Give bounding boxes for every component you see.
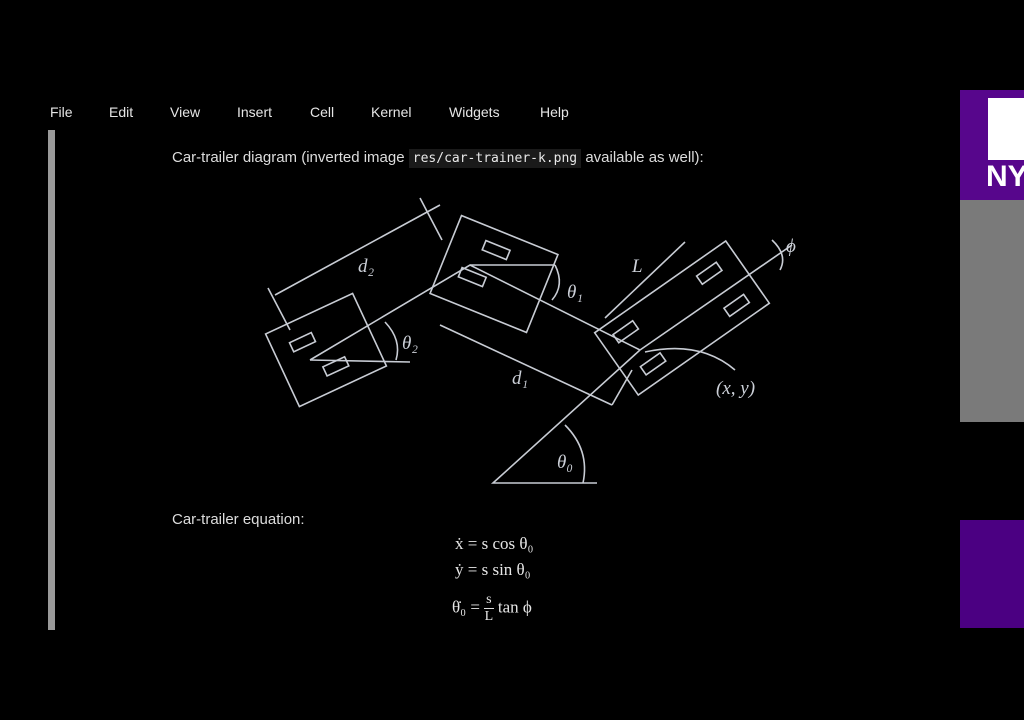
menu-item[interactable]: Widgets <box>449 104 500 120</box>
equation: ẏ = s sin θ₀ <box>455 560 531 579</box>
menu-item[interactable]: Kernel <box>371 104 412 120</box>
logo-box <box>988 98 1024 160</box>
label: θ₁ <box>567 282 583 303</box>
menu-item[interactable]: Insert <box>237 104 273 120</box>
text: available as well): <box>585 149 704 166</box>
video-panel: NY <box>960 90 1024 200</box>
markdown-text: Car-trailer equation: <box>172 511 305 528</box>
label: θ₂ <box>402 333 418 354</box>
equation-lhs: θ̇₀ = <box>452 597 480 617</box>
label: d₂ <box>358 256 375 277</box>
denominator: L <box>484 609 494 624</box>
menu-item[interactable]: Edit <box>109 104 134 120</box>
equation: ẋ = s cos θ₀ <box>455 534 534 553</box>
cell-selection-bar <box>48 130 55 630</box>
menu-item[interactable]: File <box>50 104 73 120</box>
text: Car-trailer diagram (inverted image <box>172 149 405 166</box>
markdown-text: Car-trailer diagram (inverted image res/… <box>172 149 704 168</box>
fraction: s L <box>484 592 494 625</box>
equation-rhs: tan ϕ <box>497 597 532 617</box>
video-panel <box>960 200 1024 422</box>
inline-code: res/car-trainer-k.png <box>408 149 582 168</box>
label: (x, y) <box>716 378 755 399</box>
video-panel <box>960 520 1024 628</box>
logo-text: NY <box>986 160 1024 193</box>
equation: θ̇₀ = s L tan ϕ <box>452 592 532 625</box>
menu-item[interactable]: Help <box>540 104 569 120</box>
label: ϕ <box>786 236 796 257</box>
menu-item[interactable]: Cell <box>310 104 335 120</box>
label: θ₀ <box>557 452 573 473</box>
label: d₁ <box>512 368 528 389</box>
numerator: s <box>484 592 494 609</box>
label: L <box>631 256 643 277</box>
menu-item[interactable]: View <box>170 104 201 120</box>
